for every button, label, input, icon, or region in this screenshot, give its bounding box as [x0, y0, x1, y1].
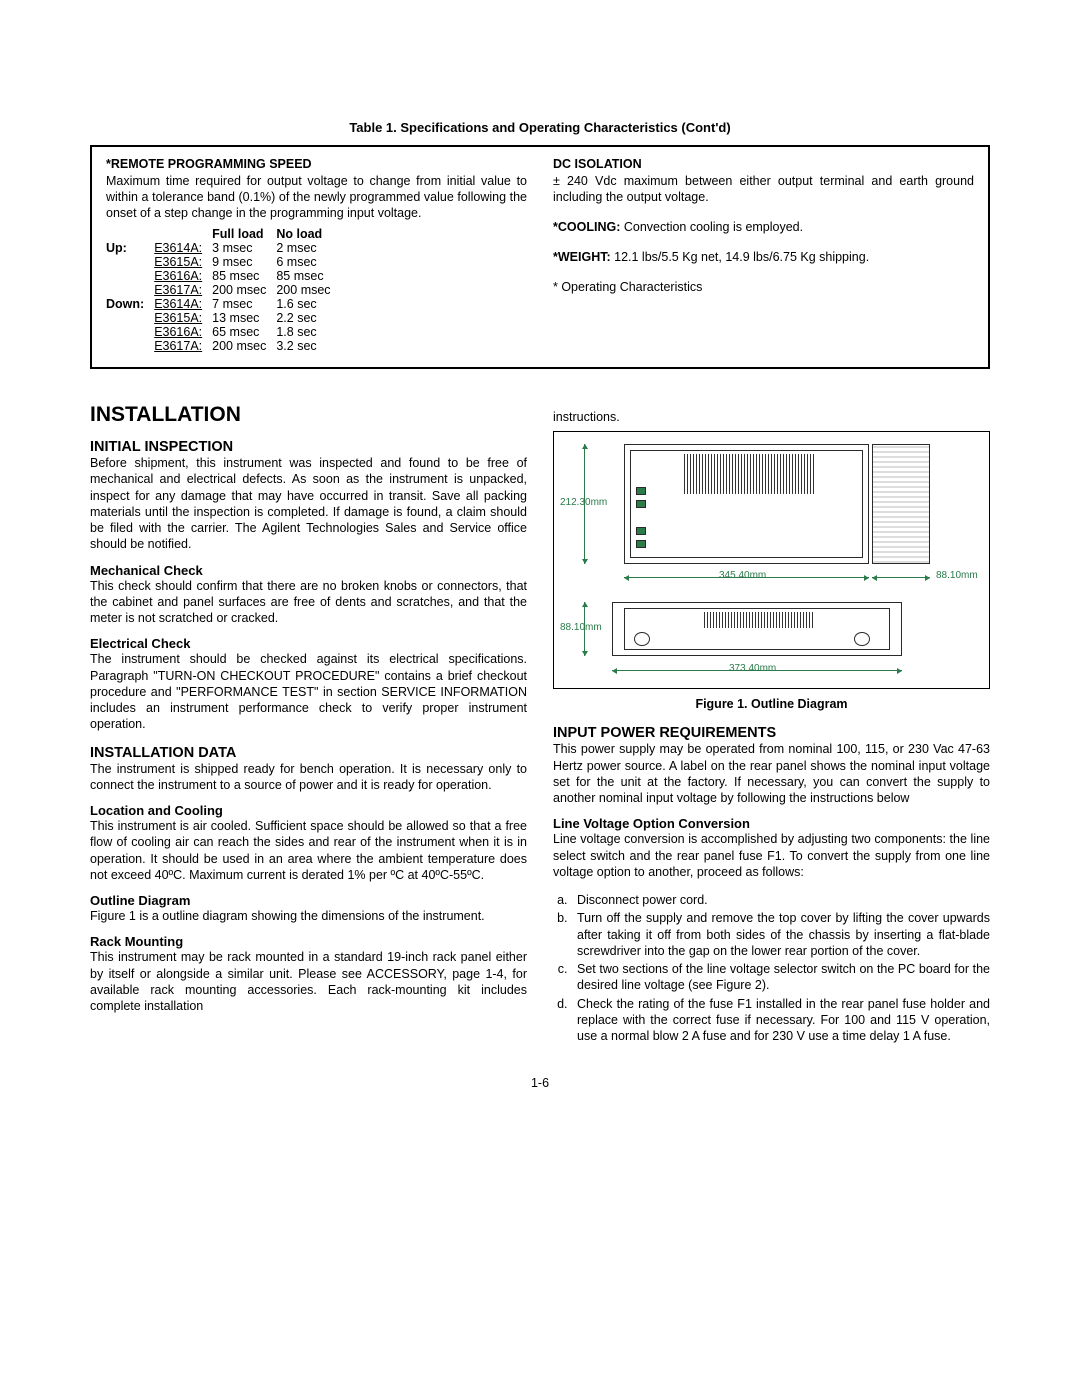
dc-isolation-heading: DC ISOLATION — [553, 157, 974, 171]
col-no-load: No load — [276, 227, 340, 241]
spec-box: *REMOTE PROGRAMMING SPEED Maximum time r… — [90, 145, 990, 369]
diag-port — [636, 500, 646, 508]
instructions-cont: instructions. — [553, 409, 990, 425]
cell: 200 msec — [212, 339, 276, 353]
dim-arrow-h — [872, 577, 930, 578]
model: E3614A: — [154, 297, 202, 311]
diag-rear-panel — [872, 444, 930, 564]
right-column: instructions. 212.30mm 345.40mm 88.10mm — [553, 403, 990, 1046]
table-title: Table 1. Specifications and Operating Ch… — [90, 120, 990, 135]
weight-line: *WEIGHT: 12.1 lbs/5.5 Kg net, 14.9 lbs/6… — [553, 249, 974, 265]
cell: 200 msec — [276, 283, 340, 297]
cooling-line: *COOLING: Convection cooling is employed… — [553, 219, 974, 235]
remote-prog-body: Maximum time required for output voltage… — [106, 173, 527, 221]
main-columns: INSTALLATION INITIAL INSPECTION Before s… — [90, 403, 990, 1046]
cell: 1.6 sec — [276, 297, 340, 311]
diag-port — [636, 540, 646, 548]
electrical-check-heading: Electrical Check — [90, 636, 527, 651]
diag-front-vent — [704, 612, 814, 628]
location-cooling-heading: Location and Cooling — [90, 803, 527, 818]
cell: 65 msec — [212, 325, 276, 339]
installation-title: INSTALLATION — [90, 403, 527, 427]
weight-label: *WEIGHT: — [553, 250, 611, 264]
spec-right-col: DC ISOLATION ± 240 Vdc maximum between e… — [553, 157, 974, 353]
cell: 9 msec — [212, 255, 276, 269]
line-voltage-conv-heading: Line Voltage Option Conversion — [553, 816, 990, 831]
diag-top-vent — [684, 454, 814, 494]
location-cooling-body: This instrument is air cooled. Sufficien… — [90, 818, 527, 883]
remote-prog-heading: *REMOTE PROGRAMMING SPEED — [106, 157, 527, 171]
cell: 85 msec — [212, 269, 276, 283]
installation-data-heading: INSTALLATION DATA — [90, 745, 527, 761]
installation-data-body: The instrument is shipped ready for benc… — [90, 761, 527, 794]
dim-width-top: 345.40mm — [719, 570, 766, 581]
cell: 3.2 sec — [276, 339, 340, 353]
cell: 3 msec — [212, 241, 276, 255]
label-down: Down: — [106, 297, 154, 353]
speed-table: Full load No load Up: E3614A: 3 msec 2 m… — [106, 227, 527, 353]
figure-caption: Figure 1. Outline Diagram — [553, 697, 990, 711]
outline-diagram-heading: Outline Diagram — [90, 893, 527, 908]
col-full-load: Full load — [212, 227, 276, 241]
dim-width-front: 373.40mm — [729, 663, 776, 674]
diag-port — [636, 487, 646, 495]
outline-diagram-figure: 212.30mm 345.40mm 88.10mm 88.10mm 373.40… — [553, 431, 990, 689]
cell: 7 msec — [212, 297, 276, 311]
dc-isolation-body: ± 240 Vdc maximum between either output … — [553, 173, 974, 205]
input-power-body: This power supply may be operated from n… — [553, 741, 990, 806]
diag-port — [636, 527, 646, 535]
dim-depth-top: 88.10mm — [936, 570, 978, 581]
model: E3617A: — [154, 339, 202, 353]
op-char-note: * Operating Characteristics — [553, 279, 974, 295]
rack-mounting-body: This instrument may be rack mounted in a… — [90, 949, 527, 1014]
cell: 85 msec — [276, 269, 340, 283]
step-b: Turn off the supply and remove the top c… — [571, 910, 990, 959]
left-column: INSTALLATION INITIAL INSPECTION Before s… — [90, 403, 527, 1046]
model: E3616A: — [154, 269, 202, 283]
mechanical-check-body: This check should confirm that there are… — [90, 578, 527, 627]
step-d: Check the rating of the fuse F1 installe… — [571, 996, 990, 1045]
step-a: Disconnect power cord. — [571, 892, 990, 908]
model: E3615A: — [154, 311, 202, 325]
cooling-body: Convection cooling is employed. — [624, 220, 803, 234]
electrical-check-body: The instrument should be checked against… — [90, 651, 527, 732]
initial-inspection-body: Before shipment, this instrument was ins… — [90, 455, 527, 553]
model: E3614A: — [154, 241, 202, 255]
dim-height-front: 88.10mm — [560, 622, 602, 633]
spec-left-col: *REMOTE PROGRAMMING SPEED Maximum time r… — [106, 157, 527, 353]
cell: 6 msec — [276, 255, 340, 269]
model: E3617A: — [154, 283, 202, 297]
cell: 13 msec — [212, 311, 276, 325]
line-voltage-conv-body: Line voltage conversion is accomplished … — [553, 831, 990, 880]
cell: 2.2 sec — [276, 311, 340, 325]
rack-mounting-heading: Rack Mounting — [90, 934, 527, 949]
conversion-steps: Disconnect power cord. Turn off the supp… — [571, 892, 990, 1044]
label-up: Up: — [106, 241, 154, 297]
cell: 200 msec — [212, 283, 276, 297]
outline-diagram-body: Figure 1 is a outline diagram showing th… — [90, 908, 527, 924]
initial-inspection-heading: INITIAL INSPECTION — [90, 439, 527, 455]
model: E3615A: — [154, 255, 202, 269]
dim-height-top: 212.30mm — [560, 497, 607, 508]
step-c: Set two sections of the line voltage sel… — [571, 961, 990, 994]
cell: 2 msec — [276, 241, 340, 255]
model: E3616A: — [154, 325, 202, 339]
input-power-heading: INPUT POWER REQUIREMENTS — [553, 725, 990, 741]
weight-body: 12.1 lbs/5.5 Kg net, 14.9 lbs/6.75 Kg sh… — [614, 250, 869, 264]
mechanical-check-heading: Mechanical Check — [90, 563, 527, 578]
page-number: 1-6 — [90, 1076, 990, 1090]
cell: 1.8 sec — [276, 325, 340, 339]
cooling-label: *COOLING: — [553, 220, 620, 234]
